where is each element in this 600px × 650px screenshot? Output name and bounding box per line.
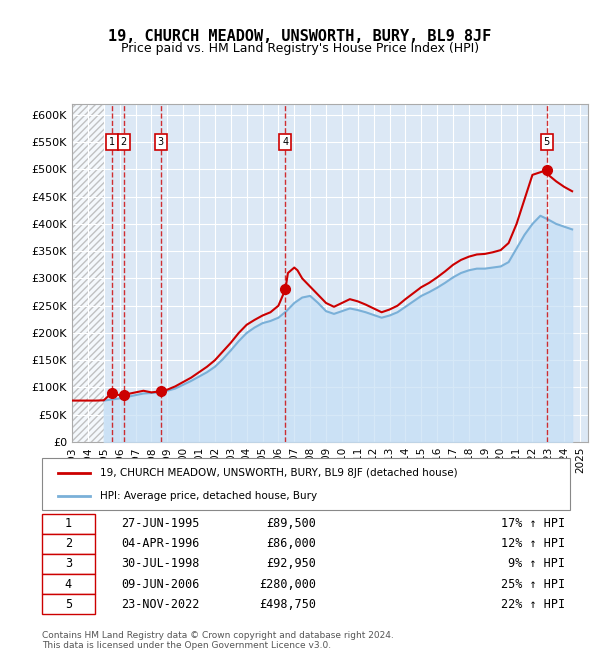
Bar [72, 104, 104, 442]
Text: 3: 3 [158, 137, 164, 147]
Text: £89,500: £89,500 [266, 517, 317, 530]
Text: HPI: Average price, detached house, Bury: HPI: Average price, detached house, Bury [100, 491, 317, 500]
FancyBboxPatch shape [42, 574, 95, 594]
Text: 5: 5 [544, 137, 550, 147]
Text: £280,000: £280,000 [260, 578, 317, 590]
Text: 27-JUN-1995: 27-JUN-1995 [121, 517, 200, 530]
Text: 1: 1 [65, 517, 72, 530]
FancyBboxPatch shape [42, 534, 95, 554]
Text: 4: 4 [65, 578, 72, 590]
Text: 09-JUN-2006: 09-JUN-2006 [121, 578, 200, 590]
Text: 25% ↑ HPI: 25% ↑ HPI [500, 578, 565, 590]
Text: 19, CHURCH MEADOW, UNSWORTH, BURY, BL9 8JF: 19, CHURCH MEADOW, UNSWORTH, BURY, BL9 8… [109, 29, 491, 44]
FancyBboxPatch shape [42, 594, 95, 614]
Text: Contains HM Land Registry data © Crown copyright and database right 2024.
This d: Contains HM Land Registry data © Crown c… [42, 630, 394, 650]
FancyBboxPatch shape [42, 458, 570, 510]
Text: 12% ↑ HPI: 12% ↑ HPI [500, 537, 565, 550]
FancyBboxPatch shape [42, 514, 95, 534]
Text: 2: 2 [121, 137, 127, 147]
Text: 3: 3 [65, 558, 72, 571]
Text: 2: 2 [65, 537, 72, 550]
Text: £92,950: £92,950 [266, 558, 317, 571]
FancyBboxPatch shape [42, 554, 95, 574]
Text: Price paid vs. HM Land Registry's House Price Index (HPI): Price paid vs. HM Land Registry's House … [121, 42, 479, 55]
Text: 30-JUL-1998: 30-JUL-1998 [121, 558, 200, 571]
Text: 4: 4 [283, 137, 289, 147]
Text: 5: 5 [65, 598, 72, 611]
Text: £86,000: £86,000 [266, 537, 317, 550]
Text: 22% ↑ HPI: 22% ↑ HPI [500, 598, 565, 611]
Text: 9% ↑ HPI: 9% ↑ HPI [508, 558, 565, 571]
Text: 19, CHURCH MEADOW, UNSWORTH, BURY, BL9 8JF (detached house): 19, CHURCH MEADOW, UNSWORTH, BURY, BL9 8… [100, 468, 458, 478]
Text: 17% ↑ HPI: 17% ↑ HPI [500, 517, 565, 530]
Text: 1: 1 [109, 137, 115, 147]
Text: 23-NOV-2022: 23-NOV-2022 [121, 598, 200, 611]
Text: 04-APR-1996: 04-APR-1996 [121, 537, 200, 550]
Text: £498,750: £498,750 [260, 598, 317, 611]
